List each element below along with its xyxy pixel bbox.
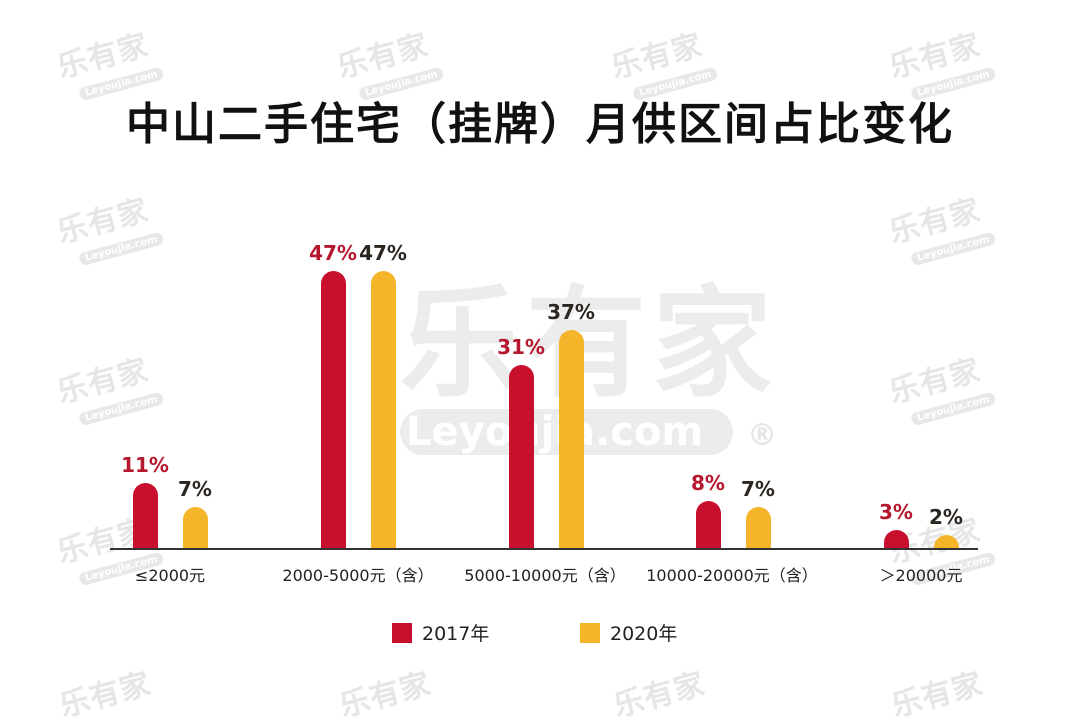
x-axis-label: ≤2000元 xyxy=(134,566,206,585)
value-label: 47% xyxy=(309,240,357,265)
bar-2020 xyxy=(371,270,396,548)
value-label: 8% xyxy=(691,470,725,495)
legend-label: 2017年 xyxy=(422,623,490,645)
x-axis-label: 2000-5000元（含） xyxy=(282,566,434,585)
value-label: 2% xyxy=(929,505,963,529)
bar-2020 xyxy=(559,329,584,548)
value-label: 3% xyxy=(879,500,913,525)
bar-2020 xyxy=(183,506,208,548)
value-label: 7% xyxy=(741,476,775,501)
watermark: 乐有家 xyxy=(55,666,155,725)
bar-2020 xyxy=(746,506,771,548)
value-label: 7% xyxy=(178,476,212,501)
value-label: 37% xyxy=(547,299,595,324)
legend-swatch-red xyxy=(392,622,412,643)
watermark: 乐有家 xyxy=(335,666,435,725)
bar-2017 xyxy=(696,500,721,548)
chart-title: 中山二手住宅（挂牌）月供区间占比变化 xyxy=(126,99,954,150)
value-label: 47% xyxy=(359,240,407,265)
bar-2017 xyxy=(321,270,346,548)
bar-2017 xyxy=(509,365,534,548)
watermark: 乐有家 xyxy=(609,666,709,725)
legend-item-2020: 2020年 xyxy=(580,619,677,646)
x-axis-label: ＞20000元 xyxy=(879,566,963,585)
bar-2017 xyxy=(884,530,909,548)
x-axis-label: 5000-10000元（含） xyxy=(464,566,626,585)
legend-item-2017: 2017年 xyxy=(392,619,489,646)
legend-swatch-yellow xyxy=(580,622,600,643)
bar-2020 xyxy=(934,535,959,548)
x-axis-label: 10000-20000元（含） xyxy=(646,566,818,585)
legend-label: 2020年 xyxy=(610,623,678,645)
bar-2017 xyxy=(133,483,158,548)
watermark: 乐有家 xyxy=(887,666,987,725)
value-label: 31% xyxy=(497,335,545,360)
x-axis-line xyxy=(110,548,978,550)
value-label: 11% xyxy=(121,453,169,478)
